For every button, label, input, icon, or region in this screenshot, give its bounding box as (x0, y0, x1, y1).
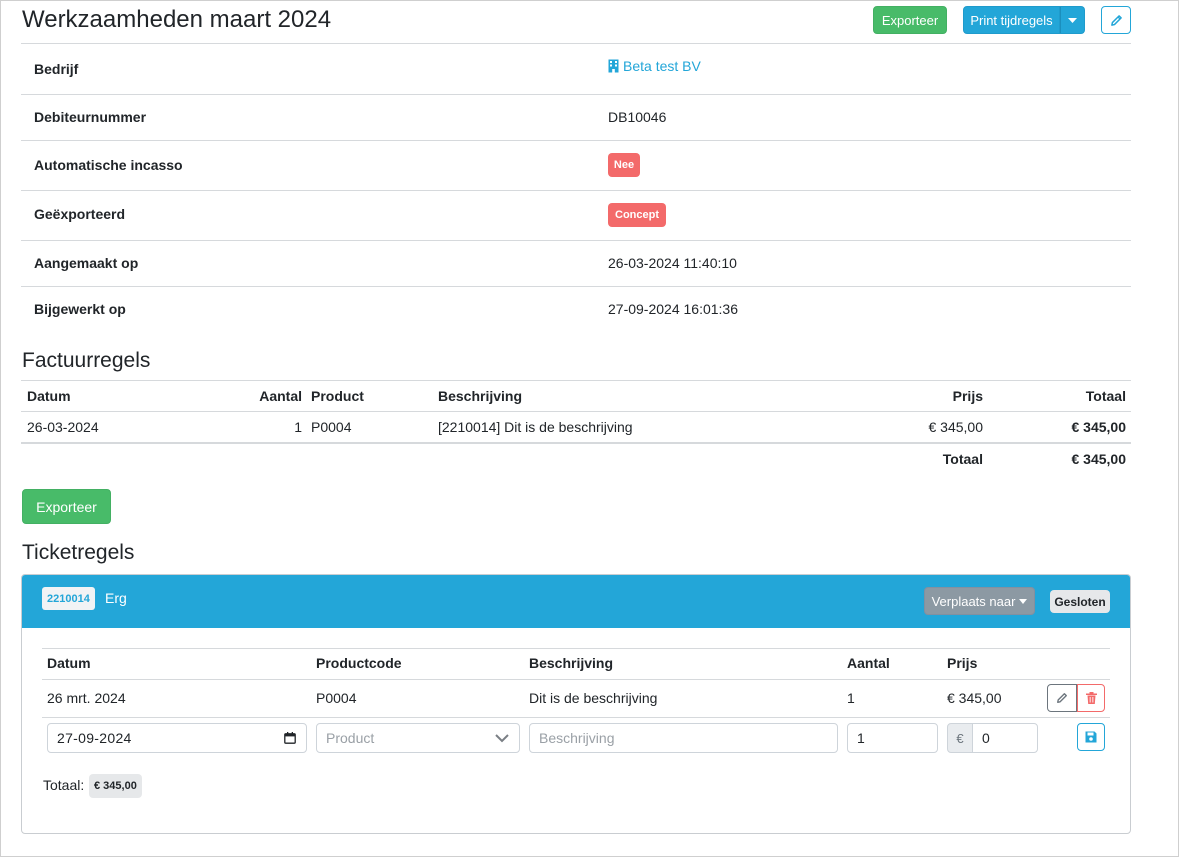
col-description: Beschrijving (529, 655, 614, 671)
export-button[interactable]: Exporteer (22, 489, 111, 524)
divider (42, 717, 1110, 718)
col-product-code: Productcode (316, 655, 402, 671)
product-placeholder: Product (326, 730, 375, 746)
ticket-number: 2210014 (47, 592, 90, 605)
print-dropdown-toggle[interactable] (1060, 6, 1085, 34)
divider (21, 286, 1131, 287)
divider (42, 679, 1110, 680)
export-button-top[interactable]: Exporteer (873, 6, 947, 34)
updated-label: Bijgewerkt op (34, 301, 126, 317)
price-value: 0 (982, 730, 990, 746)
cell-price: € 345,00 (928, 419, 984, 435)
cell-description: [2210014] Dit is de beschrijving (438, 419, 633, 435)
divider (21, 94, 1131, 95)
print-timelines-label: Print tijdregels (970, 12, 1053, 28)
quantity-input[interactable]: 1 (847, 723, 938, 753)
direct-debit-badge: Nee (608, 153, 640, 177)
company-link[interactable]: Beta test BV (608, 58, 701, 74)
cell-description: Dit is de beschrijving (529, 690, 658, 706)
building-icon (608, 59, 619, 73)
ticket-total-label: Totaal: (43, 777, 85, 793)
calendar-icon (284, 732, 296, 744)
ticket-title: Erg (105, 590, 127, 606)
cell-price: € 345,00 (947, 690, 1002, 706)
cell-date: 26 mrt. 2024 (47, 690, 126, 706)
debtor-number-label: Debiteurnummer (34, 109, 147, 125)
ticket-number-badge[interactable]: 2210014 (42, 587, 95, 610)
delete-row-button[interactable] (1077, 684, 1105, 712)
footer-total-value: € 345,00 (1071, 451, 1127, 467)
debtor-number-value: DB10046 (608, 109, 667, 125)
footer-total-label: Totaal (942, 451, 983, 467)
description-input[interactable]: Beschrijving (529, 723, 838, 753)
edit-row-button[interactable] (1047, 684, 1077, 712)
status-badge-label: Gesloten (1054, 594, 1106, 609)
divider (21, 240, 1131, 241)
exported-status-badge: Concept (608, 203, 666, 227)
save-row-button[interactable] (1077, 723, 1105, 751)
status-badge: Gesloten (1050, 590, 1110, 613)
chevron-down-icon (495, 734, 509, 743)
pencil-icon (1057, 693, 1067, 703)
ticket-lines-heading: Ticketregels (22, 541, 135, 564)
ticket-total-badge: € 345,00 (89, 774, 142, 798)
col-date: Datum (47, 655, 91, 671)
divider (21, 190, 1131, 191)
divider (21, 380, 1131, 381)
col-quantity: Aantal (259, 388, 302, 404)
move-to-label: Verplaats naar (931, 593, 1016, 609)
currency-addon: € (947, 723, 973, 753)
created-label: Aangemaakt op (34, 255, 139, 271)
divider (42, 648, 1110, 649)
new-date-value: 27-09-2024 (57, 730, 132, 746)
page-title: Werkzaamheden maart 2024 (22, 6, 332, 33)
edit-button[interactable] (1101, 6, 1131, 34)
col-price: Prijs (952, 388, 983, 404)
col-price: Prijs (947, 655, 978, 671)
pencil-icon (1110, 14, 1122, 26)
price-input[interactable]: 0 (972, 723, 1038, 753)
caret-down-icon (1019, 598, 1028, 604)
print-timelines-button[interactable]: Print tijdregels (963, 6, 1060, 34)
col-total: Totaal (1085, 388, 1126, 404)
ticket-card-header: 2210014 Erg Verplaats naar Gesloten (22, 575, 1130, 628)
cell-product-code: P0004 (316, 690, 357, 706)
description-placeholder: Beschrijving (539, 730, 615, 746)
divider (21, 140, 1131, 141)
divider (21, 411, 1131, 412)
updated-value: 27-09-2024 16:01:36 (608, 301, 738, 317)
product-select[interactable]: Product (316, 723, 520, 753)
cell-quantity: 1 (847, 690, 855, 706)
ticket-card: 2210014 Erg Verplaats naar Gesloten Datu… (21, 574, 1131, 834)
col-product: Product (311, 388, 364, 404)
divider (21, 442, 1131, 444)
export-button-label: Exporteer (881, 12, 939, 28)
currency-symbol: € (956, 730, 964, 746)
cell-quantity: 1 (294, 419, 302, 435)
col-date: Datum (27, 388, 71, 404)
exported-label: Geëxporteerd (34, 206, 126, 222)
created-value: 26-03-2024 11:40:10 (608, 255, 737, 271)
move-to-button[interactable]: Verplaats naar (924, 587, 1035, 615)
ticket-total-value: € 345,00 (94, 780, 137, 792)
divider (21, 43, 1131, 44)
invoice-lines-heading: Factuurregels (22, 349, 151, 372)
export-button-label: Exporteer (36, 498, 97, 515)
col-description: Beschrijving (438, 388, 523, 404)
cell-date: 26-03-2024 (27, 419, 99, 435)
new-date-input[interactable]: 27-09-2024 (47, 723, 307, 753)
direct-debit-label: Automatische incasso (34, 157, 183, 173)
cell-product: P0004 (311, 419, 352, 435)
save-icon (1085, 731, 1097, 743)
company-label: Bedrijf (34, 61, 79, 77)
trash-icon (1085, 692, 1097, 704)
quantity-value: 1 (857, 730, 865, 746)
company-name: Beta test BV (623, 58, 701, 74)
cell-total: € 345,00 (1071, 419, 1127, 435)
col-quantity: Aantal (847, 655, 890, 671)
caret-down-icon (1068, 17, 1077, 23)
